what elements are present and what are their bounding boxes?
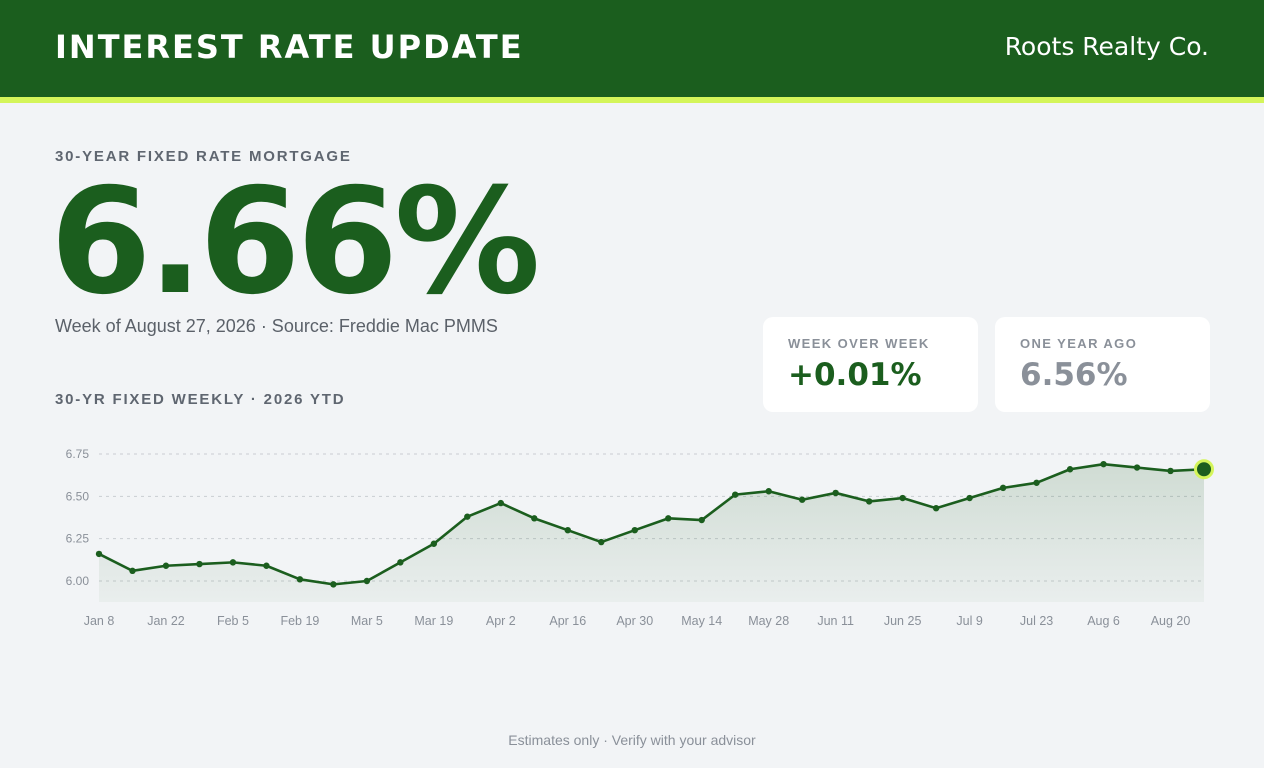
data-point (363, 577, 371, 585)
x-tick-label: Jul 23 (1020, 614, 1053, 628)
x-tick-label: Apr 30 (616, 614, 653, 628)
data-point (665, 515, 672, 522)
header-accent-stripe (0, 97, 1264, 103)
data-point (296, 576, 304, 583)
data-point (932, 504, 940, 512)
data-point (899, 494, 906, 502)
data-point (430, 540, 438, 547)
page-title: INTEREST RATE UPDATE (55, 28, 524, 66)
rate-line-chart: 6.00 6.25 6.50 6.75 Jan 8 Jan 22 Feb 5 Feb 19 Ma… (66, 447, 1214, 628)
week-over-week-label: WEEK OVER WEEK (788, 336, 930, 351)
data-point (497, 499, 505, 507)
data-point (698, 516, 705, 524)
data-point (564, 527, 571, 534)
y-tick-label: 6.25 (66, 532, 90, 546)
x-tick-label: Apr 16 (549, 614, 586, 628)
x-tick-label: Mar 19 (414, 614, 453, 628)
data-point (631, 527, 638, 534)
week-over-week-card: WEEK OVER WEEK +0.01% (763, 317, 978, 412)
series-line (98, 462, 1205, 586)
current-point (1194, 459, 1214, 480)
data-point (1033, 479, 1040, 486)
x-tick-label: Jul 9 (956, 614, 982, 628)
data-point (999, 484, 1007, 492)
data-point (330, 581, 337, 588)
data-point (798, 496, 806, 503)
data-point (397, 559, 404, 566)
data-point (531, 515, 538, 522)
data-point (1133, 464, 1141, 471)
data-point (1100, 460, 1107, 468)
data-point (732, 491, 739, 498)
x-tick-label: Apr 2 (486, 614, 516, 628)
one-year-ago-value: 6.56% (1020, 357, 1128, 393)
disclaimer: Estimates only · Verify with your adviso… (508, 732, 756, 748)
area-fill (99, 464, 1204, 602)
one-year-ago-label: ONE YEAR AGO (1020, 336, 1138, 351)
data-point (1066, 466, 1074, 473)
x-tick-label: Jun 11 (817, 614, 854, 628)
x-tick-label: Feb 19 (280, 614, 319, 628)
y-tick-label: 6.75 (66, 447, 90, 461)
data-point (598, 538, 605, 546)
y-tick-label: 6.00 (66, 574, 90, 588)
data-point (1167, 467, 1174, 475)
x-tick-label: Feb 5 (217, 614, 249, 628)
brand-name: Roots Realty Co. (1004, 32, 1209, 61)
x-tick-label: Mar 5 (351, 614, 383, 628)
data-point (129, 567, 136, 575)
rate-label: 30-YEAR FIXED RATE MORTGAGE (55, 148, 352, 165)
y-tick-label: 6.50 (66, 489, 90, 503)
x-tick-label: Aug 6 (1087, 614, 1120, 628)
data-point (263, 562, 270, 569)
data-point (966, 494, 973, 502)
chart-title: 30-YR FIXED WEEKLY · 2026 YTD (55, 391, 346, 408)
data-point (95, 550, 103, 558)
data-point (196, 560, 203, 568)
data-point (865, 498, 873, 505)
data-point (765, 488, 772, 495)
x-tick-label: May 28 (748, 614, 789, 628)
x-tick-label: Jan 22 (147, 614, 185, 628)
current-rate: 6.66% (50, 157, 541, 327)
one-year-ago-card: ONE YEAR AGO 6.56% (995, 317, 1210, 412)
x-tick-label: Jan 8 (84, 614, 115, 628)
rate-source-line: Week of August 27, 2026 · Source: Freddi… (55, 316, 498, 336)
data-point (832, 489, 839, 497)
x-tick-label: Aug 20 (1151, 614, 1191, 628)
data-point (162, 562, 170, 569)
header-bar (0, 0, 1264, 97)
data-point (229, 559, 237, 566)
week-over-week-value: +0.01% (788, 357, 922, 393)
data-point (464, 513, 471, 520)
x-tick-label: Jun 25 (884, 614, 922, 628)
x-tick-label: May 14 (681, 614, 722, 628)
